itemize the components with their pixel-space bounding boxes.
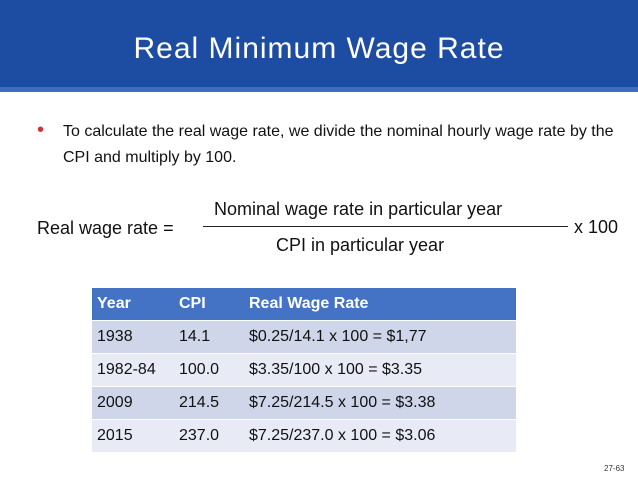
slide-title: Real Minimum Wage Rate [133, 32, 505, 65]
cell-real-wage-rate: $3.35/100 x 100 = $3.35 [244, 353, 516, 387]
title-bar [0, 0, 638, 92]
bullet-text: To calculate the real wage rate, we divi… [63, 123, 614, 166]
table-header-row: Year CPI Real Wage Rate [92, 288, 516, 321]
header-real-wage-rate: Real Wage Rate [244, 288, 516, 321]
bullet-marker: • [37, 119, 45, 141]
table-row: 2009 214.5 $7.25/214.5 x 100 = $3.38 [92, 386, 516, 420]
cell-cpi: 14.1 [174, 320, 244, 354]
table-row: 2015 237.0 $7.25/237.0 x 100 = $3.06 [92, 419, 516, 453]
cell-cpi: 100.0 [174, 353, 244, 387]
header-cpi: CPI [174, 288, 244, 321]
formula-multiplier: x 100 [574, 217, 619, 237]
table-row: 1982-84 100.0 $3.35/100 x 100 = $3.35 [92, 353, 516, 387]
cell-year: 1982-84 [92, 353, 174, 387]
cell-real-wage-rate: $7.25/214.5 x 100 = $3.38 [244, 386, 516, 420]
table-row: 1938 14.1 $0.25/14.1 x 100 = $1,77 [92, 320, 516, 354]
fraction-line [203, 226, 568, 227]
formula-numerator: Nominal wage rate in particular year [214, 199, 503, 219]
cell-real-wage-rate: $7.25/237.0 x 100 = $3.06 [244, 419, 516, 453]
formula-denominator: CPI in particular year [276, 235, 445, 255]
cell-year: 2015 [92, 419, 174, 453]
cell-cpi: 214.5 [174, 386, 244, 420]
cell-real-wage-rate: $0.25/14.1 x 100 = $1,77 [244, 320, 516, 354]
header-year: Year [92, 288, 174, 321]
cell-year: 2009 [92, 386, 174, 420]
formula-label: Real wage rate = [37, 218, 174, 238]
slide-number: 27-63 [604, 464, 625, 473]
cell-cpi: 237.0 [174, 419, 244, 453]
cell-year: 1938 [92, 320, 174, 354]
real-wage-table: Year CPI Real Wage Rate 1938 14.1 $0.25/… [92, 288, 516, 453]
